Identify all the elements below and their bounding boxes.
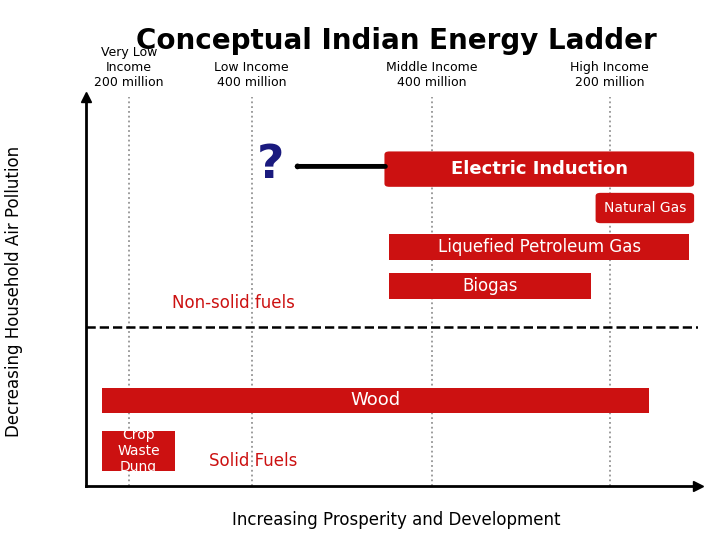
Text: Middle Income
400 million: Middle Income 400 million xyxy=(387,62,478,90)
Text: Biogas: Biogas xyxy=(462,277,518,295)
Text: Wood: Wood xyxy=(351,392,400,409)
FancyBboxPatch shape xyxy=(595,193,694,223)
Text: Increasing Prosperity and Development: Increasing Prosperity and Development xyxy=(232,511,560,529)
Text: Liquefied Petroleum Gas: Liquefied Petroleum Gas xyxy=(438,238,641,256)
Text: Natural Gas: Natural Gas xyxy=(603,201,686,215)
Text: Decreasing Household Air Pollution: Decreasing Household Air Pollution xyxy=(5,146,24,437)
Bar xyxy=(102,388,649,413)
Text: ?: ? xyxy=(256,143,284,188)
Text: Solid Fuels: Solid Fuels xyxy=(209,452,297,470)
FancyBboxPatch shape xyxy=(384,151,694,187)
Text: Low Income
400 million: Low Income 400 million xyxy=(215,62,289,90)
Text: Very Low
Income
200 million: Very Low Income 200 million xyxy=(94,46,164,90)
Text: Crop
Waste
Dung: Crop Waste Dung xyxy=(117,428,160,474)
Text: Conceptual Indian Energy Ladder: Conceptual Indian Energy Ladder xyxy=(135,27,657,55)
Text: Non-solid fuels: Non-solid fuels xyxy=(172,294,295,312)
Bar xyxy=(390,273,591,299)
Text: Electric Induction: Electric Induction xyxy=(451,160,628,178)
Bar xyxy=(390,234,689,260)
Text: High Income
200 million: High Income 200 million xyxy=(570,62,649,90)
Bar xyxy=(102,430,175,471)
